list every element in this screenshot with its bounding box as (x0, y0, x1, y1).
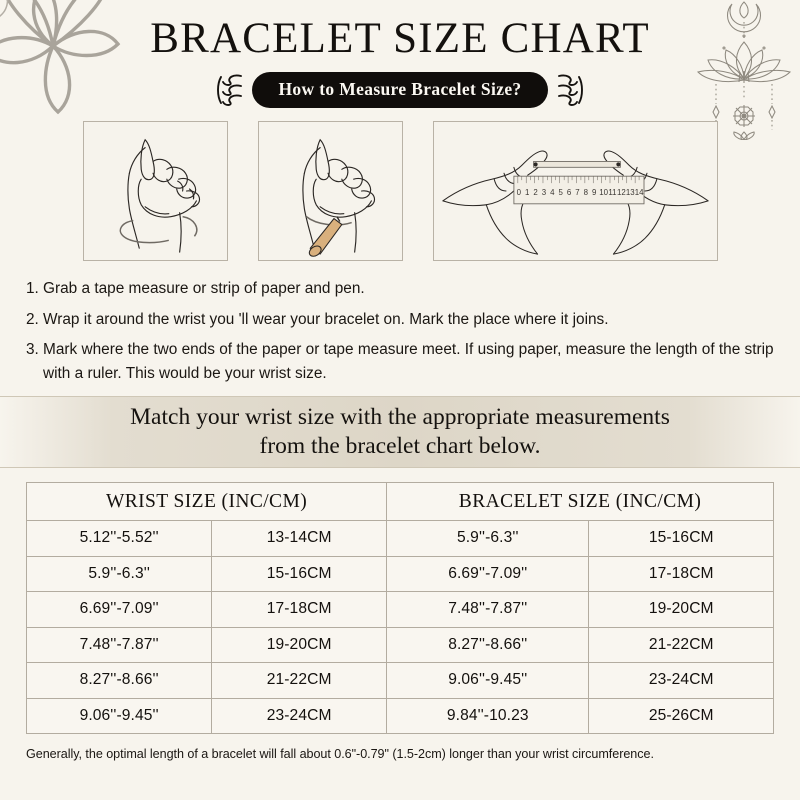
cell-wrist-cm: 21-22CM (211, 662, 388, 699)
match-instruction-banner: Match your wrist size with the appropria… (0, 396, 800, 469)
squiggle-flourish-icon (557, 73, 583, 107)
cell-wrist-inches: 6.69''-7.09'' (25, 591, 213, 628)
subtitle-row: How to Measure Bracelet Size? (0, 72, 800, 109)
cell-bracelet-inches: 8.27''-8.66'' (386, 626, 590, 664)
cell-bracelet-inches: 6.69''-7.09'' (386, 555, 590, 593)
svg-text:3: 3 (541, 188, 546, 197)
cell-wrist-inches: 7.48''-7.87'' (25, 626, 213, 664)
footnote-text: Generally, the optimal length of a brace… (26, 747, 654, 762)
cell-wrist-cm: 23-24CM (211, 697, 388, 735)
table-header-row: WRIST SIZE (INC/CM) BRACELET SIZE (INC/C… (25, 482, 774, 522)
svg-text:10: 10 (599, 188, 608, 197)
squiggle-flourish-icon (217, 73, 243, 107)
svg-text:2: 2 (533, 188, 537, 197)
svg-text:11: 11 (608, 188, 616, 197)
svg-text:8: 8 (583, 188, 588, 197)
cell-bracelet-cm: 21-22CM (588, 626, 774, 664)
svg-text:5: 5 (558, 188, 563, 197)
step-text: Grab a tape measure or strip of paper an… (43, 280, 365, 298)
hand-wrist-tape-marking-pen-illustration (257, 121, 403, 262)
svg-text:6: 6 (566, 188, 571, 197)
cell-wrist-inches: 9.06''-9.45'' (25, 697, 213, 735)
measure-steps-list: 1. Grab a tape measure or strip of paper… (0, 277, 800, 385)
cell-bracelet-inches: 9.06''-9.45'' (386, 662, 590, 699)
page-header: BRACELET SIZE CHART How to Measure Brace… (0, 0, 800, 109)
cell-bracelet-cm: 19-20CM (588, 591, 774, 628)
step-text: Wrap it around the wrist you 'll wear yo… (43, 310, 609, 328)
svg-text:0: 0 (516, 188, 521, 197)
hand-wrist-tape-loose-illustration (82, 121, 228, 262)
table-row: 6.69''-7.09'' 17-18CM 7.48''-7.87'' 19-2… (25, 591, 774, 628)
table-row: 8.27''-8.66'' 21-22CM 9.06''-9.45'' 23-2… (25, 662, 774, 699)
cell-wrist-inches: 5.9''-6.3'' (25, 555, 213, 593)
cell-bracelet-cm: 23-24CM (588, 662, 774, 699)
cell-wrist-cm: 17-18CM (211, 591, 388, 628)
svg-text:7: 7 (575, 188, 579, 197)
size-table-wrapper: WRIST SIZE (INC/CM) BRACELET SIZE (INC/C… (0, 468, 800, 735)
cell-wrist-cm: 19-20CM (211, 626, 388, 664)
table-row: 5.12''-5.52'' 13-14CM 5.9''-6.3'' 15-16C… (25, 520, 774, 557)
cell-wrist-inches: 5.12''-5.52'' (25, 520, 213, 557)
svg-text:14: 14 (634, 188, 643, 197)
list-item: 1. Grab a tape measure or strip of paper… (26, 277, 778, 300)
step-text: Mark where the two ends of the paper or … (43, 341, 774, 382)
svg-text:12: 12 (616, 188, 625, 197)
table-row: 7.48''-7.87'' 19-20CM 8.27''-8.66'' 21-2… (25, 626, 774, 664)
cell-bracelet-cm: 17-18CM (588, 555, 774, 593)
table-row: 5.9''-6.3'' 15-16CM 6.69''-7.09'' 17-18C… (25, 555, 774, 593)
page-title: BRACELET SIZE CHART (150, 15, 650, 62)
cell-bracelet-inches: 5.9''-6.3'' (386, 520, 590, 557)
svg-text:4: 4 (550, 188, 555, 197)
cell-wrist-cm: 15-16CM (211, 555, 388, 593)
step-number: 3. (26, 341, 39, 359)
step-number: 1. (26, 280, 39, 298)
bracelet-size-table: WRIST SIZE (INC/CM) BRACELET SIZE (INC/C… (25, 482, 774, 735)
table-header-wrist-size: WRIST SIZE (INC/CM) (25, 482, 388, 522)
cell-bracelet-inches: 7.48''-7.87'' (386, 591, 590, 628)
list-item: 2. Wrap it around the wrist you 'll wear… (26, 308, 778, 331)
table-row: 9.06''-9.45'' 23-24CM 9.84''-10.23 25-26… (25, 697, 774, 735)
subtitle-badge: How to Measure Bracelet Size? (252, 72, 548, 109)
list-item: 3. Mark where the two ends of the paper … (26, 338, 778, 385)
table-header-bracelet-size: BRACELET SIZE (INC/CM) (386, 482, 774, 522)
svg-text:9: 9 (592, 188, 596, 197)
cell-wrist-inches: 8.27''-8.66'' (25, 662, 213, 699)
cell-bracelet-inches: 9.84''-10.23 (386, 697, 590, 735)
banner-line-2: from the bracelet chart below. (259, 433, 541, 460)
step-number: 2. (26, 310, 39, 328)
cell-bracelet-cm: 15-16CM (588, 520, 774, 557)
svg-text:13: 13 (625, 188, 634, 197)
svg-text:1: 1 (525, 188, 529, 197)
cell-wrist-cm: 13-14CM (211, 520, 388, 557)
cell-bracelet-cm: 25-26CM (588, 697, 774, 735)
banner-line-1: Match your wrist size with the appropria… (130, 404, 670, 431)
